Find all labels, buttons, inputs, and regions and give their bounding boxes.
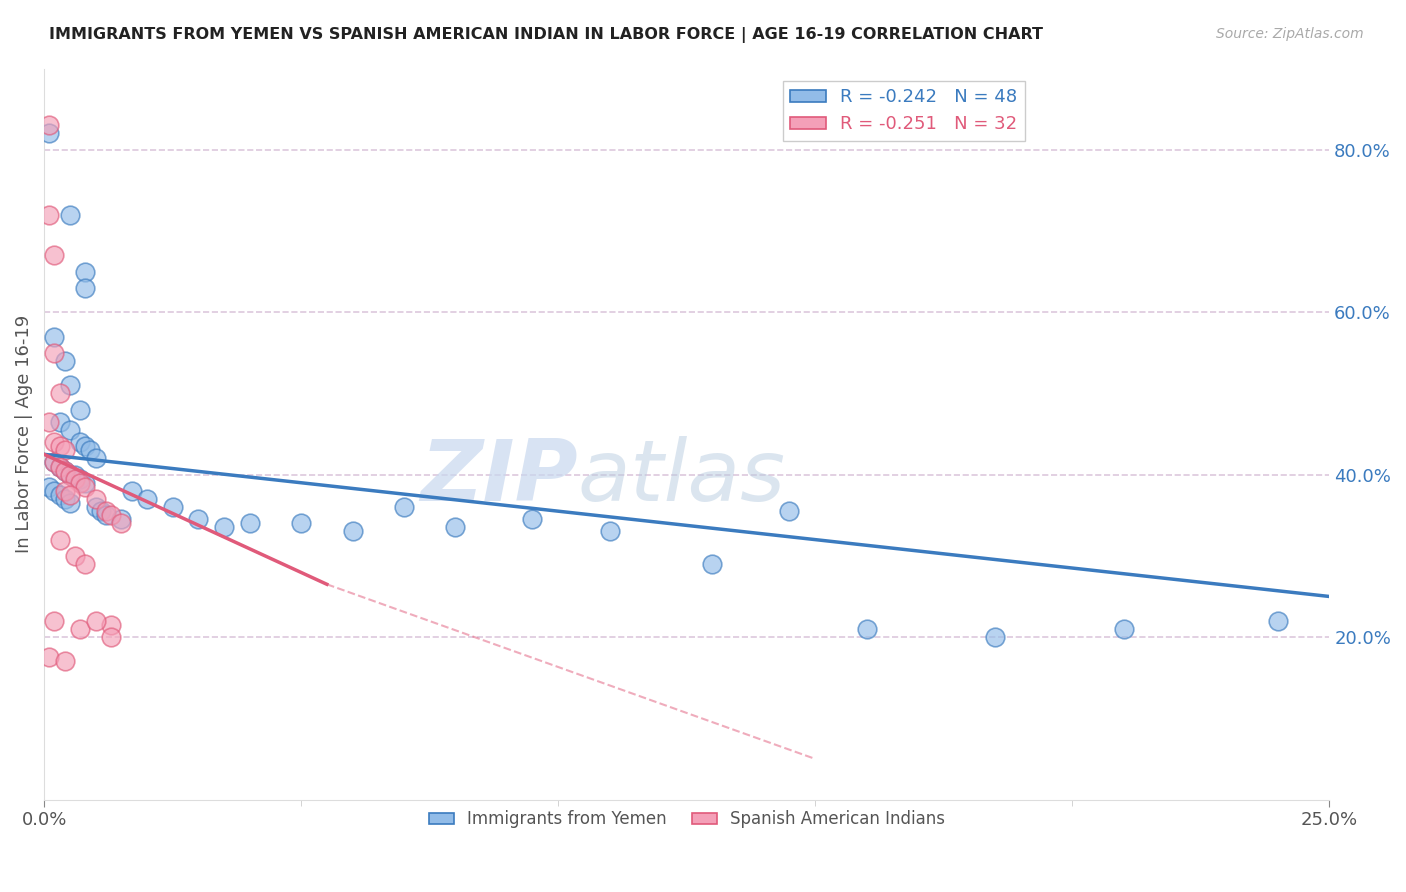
Point <box>84 614 107 628</box>
Point <box>53 464 76 478</box>
Point <box>63 467 86 482</box>
Point <box>779 504 801 518</box>
Point <box>69 435 91 450</box>
Point <box>69 472 91 486</box>
Point <box>59 467 82 482</box>
Point <box>48 386 70 401</box>
Point <box>48 459 70 474</box>
Y-axis label: In Labor Force | Age 16-19: In Labor Force | Age 16-19 <box>15 315 32 553</box>
Point <box>599 524 621 539</box>
Point <box>702 557 724 571</box>
Point <box>187 512 209 526</box>
Point <box>984 630 1007 644</box>
Point <box>59 208 82 222</box>
Point <box>212 520 235 534</box>
Point <box>38 650 60 665</box>
Point <box>69 475 91 490</box>
Point <box>44 455 66 469</box>
Point <box>53 354 76 368</box>
Point <box>342 524 364 539</box>
Point <box>290 516 312 531</box>
Point <box>53 483 76 498</box>
Point <box>69 622 91 636</box>
Point <box>392 500 415 515</box>
Point <box>79 443 101 458</box>
Point <box>38 208 60 222</box>
Point <box>135 491 157 506</box>
Point <box>53 464 76 478</box>
Point <box>94 504 117 518</box>
Point <box>38 119 60 133</box>
Point <box>53 443 76 458</box>
Legend: Immigrants from Yemen, Spanish American Indians: Immigrants from Yemen, Spanish American … <box>422 804 952 835</box>
Point <box>44 435 66 450</box>
Text: Source: ZipAtlas.com: Source: ZipAtlas.com <box>1216 27 1364 41</box>
Point <box>84 491 107 506</box>
Point <box>59 496 82 510</box>
Point <box>75 480 97 494</box>
Point <box>75 264 97 278</box>
Point <box>59 488 82 502</box>
Point <box>38 415 60 429</box>
Point <box>48 415 70 429</box>
Point <box>162 500 184 515</box>
Point <box>855 622 877 636</box>
Text: IMMIGRANTS FROM YEMEN VS SPANISH AMERICAN INDIAN IN LABOR FORCE | AGE 16-19 CORR: IMMIGRANTS FROM YEMEN VS SPANISH AMERICA… <box>49 27 1043 43</box>
Point <box>100 618 122 632</box>
Text: ZIP: ZIP <box>420 436 578 519</box>
Point <box>63 549 86 563</box>
Point <box>110 512 132 526</box>
Point <box>94 508 117 523</box>
Point <box>44 455 66 469</box>
Point <box>53 655 76 669</box>
Point <box>75 439 97 453</box>
Point <box>44 614 66 628</box>
Point <box>100 630 122 644</box>
Point <box>44 248 66 262</box>
Point <box>90 504 112 518</box>
Point <box>63 472 86 486</box>
Point <box>59 378 82 392</box>
Point <box>38 127 60 141</box>
Point <box>48 439 70 453</box>
Point <box>75 557 97 571</box>
Point <box>44 346 66 360</box>
Text: atlas: atlas <box>578 436 786 519</box>
Point <box>69 402 91 417</box>
Point <box>444 520 467 534</box>
Point <box>84 451 107 466</box>
Point <box>59 467 82 482</box>
Point <box>44 483 66 498</box>
Point <box>38 480 60 494</box>
Point <box>100 508 122 523</box>
Point <box>59 423 82 437</box>
Point <box>53 491 76 506</box>
Point <box>75 475 97 490</box>
Point <box>121 483 143 498</box>
Point <box>48 488 70 502</box>
Point <box>1112 622 1135 636</box>
Point <box>239 516 262 531</box>
Point <box>522 512 544 526</box>
Point <box>44 329 66 343</box>
Point <box>110 516 132 531</box>
Point <box>84 500 107 515</box>
Point <box>48 459 70 474</box>
Point <box>1267 614 1289 628</box>
Point <box>75 281 97 295</box>
Point <box>48 533 70 547</box>
